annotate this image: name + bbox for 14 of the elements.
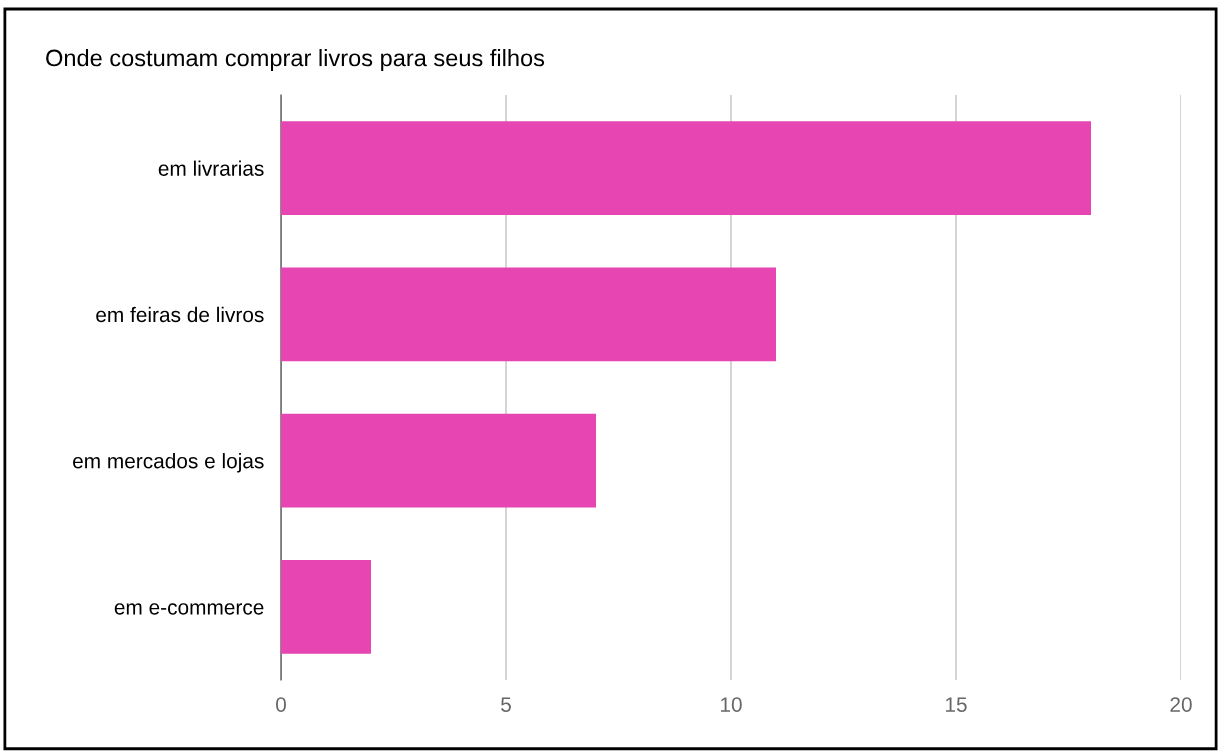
- y-tick-label: em feiras de livros: [96, 306, 264, 323]
- x-tick-label: 20: [1170, 697, 1192, 712]
- bar: [281, 121, 1091, 215]
- y-tick-label: em mercados e lojas: [73, 453, 264, 473]
- chart-title: Onde costumam comprar livros para seus filhos: [46, 49, 545, 72]
- x-tick-label: 0: [276, 697, 286, 712]
- x-tick-label: 10: [721, 697, 742, 712]
- y-tick-label: em livrarias: [158, 160, 264, 176]
- x-tick-label: 5: [501, 697, 511, 712]
- y-tick-label: em e-commerce: [114, 603, 264, 615]
- bar: [281, 267, 776, 362]
- bar: [281, 560, 371, 654]
- x-tick-label: 15: [946, 697, 967, 712]
- bar: [281, 413, 596, 508]
